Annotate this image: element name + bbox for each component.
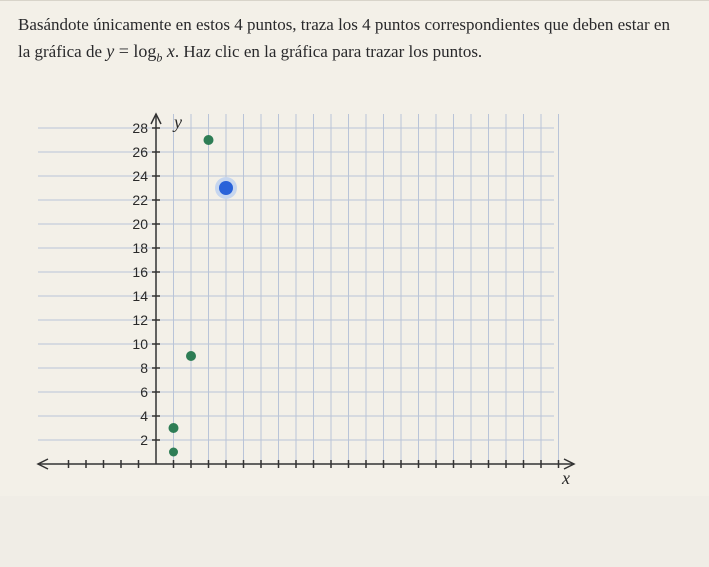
- y-tick-label: 16: [132, 264, 148, 280]
- eq-arg: x: [162, 41, 175, 61]
- y-tick-label: 12: [132, 312, 148, 328]
- eq-eq: =: [114, 41, 133, 61]
- chart-area[interactable]: 246810121416182022242628yx: [26, 104, 586, 484]
- y-tick-label: 8: [140, 360, 148, 376]
- eq-log: log: [133, 41, 156, 61]
- y-axis-label: y: [172, 112, 182, 132]
- y-tick-label: 28: [132, 120, 148, 136]
- q-four-b: 4: [362, 15, 371, 34]
- y-tick-label: 14: [132, 288, 148, 304]
- data-point[interactable]: [169, 448, 178, 457]
- x-axis-label: x: [561, 468, 570, 484]
- q-part2: puntos, traza los: [243, 15, 362, 34]
- y-tick-label: 22: [132, 192, 148, 208]
- y-tick-label: 4: [140, 408, 148, 424]
- data-point[interactable]: [169, 423, 179, 433]
- y-tick-label: 26: [132, 144, 148, 160]
- highlight-point[interactable]: [219, 181, 233, 195]
- y-tick-label: 2: [140, 432, 148, 448]
- q-part4: . Haz clic en la gráfica para trazar los…: [175, 42, 482, 61]
- data-point[interactable]: [204, 135, 214, 145]
- y-tick-label: 24: [132, 168, 148, 184]
- page-container: Basándote únicamente en estos 4 puntos, …: [0, 0, 709, 496]
- data-point[interactable]: [186, 351, 196, 361]
- y-tick-label: 18: [132, 240, 148, 256]
- y-tick-label: 20: [132, 216, 148, 232]
- y-tick-label: 6: [140, 384, 148, 400]
- q-part1: Basándote únicamente en estos: [18, 15, 234, 34]
- question-text: Basándote únicamente en estos 4 puntos, …: [18, 13, 678, 66]
- q-four-a: 4: [234, 15, 243, 34]
- y-tick-label: 10: [132, 336, 148, 352]
- chart-svg[interactable]: 246810121416182022242628yx: [26, 104, 586, 484]
